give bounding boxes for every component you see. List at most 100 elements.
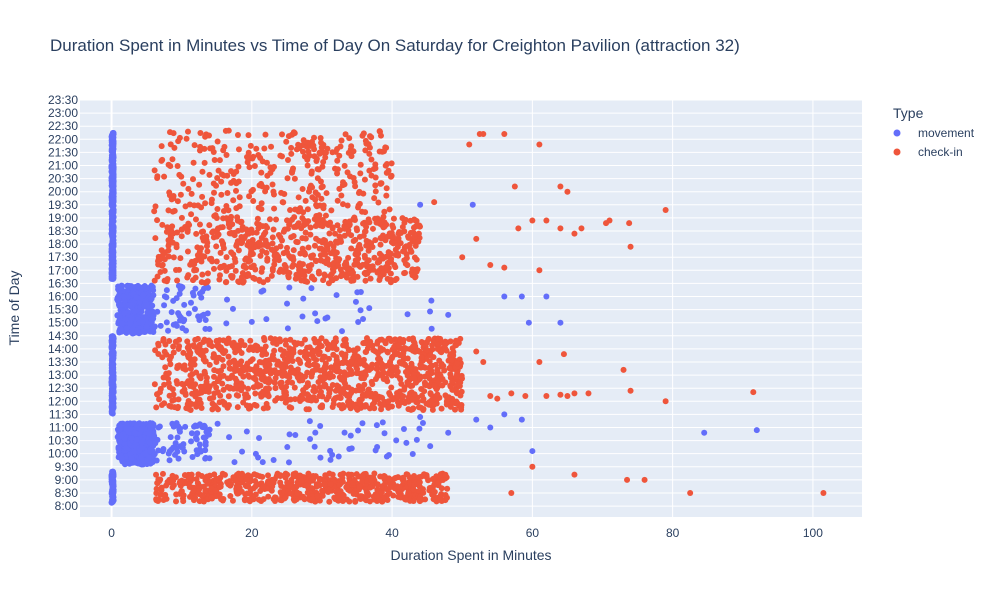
data-point-check-in[interactable]	[197, 373, 204, 380]
data-point-check-in[interactable]	[290, 256, 297, 263]
data-point-check-in[interactable]	[627, 387, 634, 394]
data-point-check-in[interactable]	[174, 277, 181, 284]
data-point-check-in[interactable]	[259, 265, 266, 272]
data-point-check-in[interactable]	[383, 192, 390, 199]
data-point-check-in[interactable]	[203, 374, 210, 381]
data-point-check-in[interactable]	[372, 188, 379, 195]
data-point-movement[interactable]	[374, 444, 381, 451]
data-point-check-in[interactable]	[266, 216, 273, 223]
data-point-check-in[interactable]	[191, 142, 198, 149]
data-point-check-in[interactable]	[304, 139, 311, 146]
data-point-check-in[interactable]	[270, 188, 277, 195]
data-point-check-in[interactable]	[361, 339, 368, 346]
data-point-movement[interactable]	[419, 419, 426, 426]
data-point-check-in[interactable]	[416, 483, 423, 490]
data-point-check-in[interactable]	[447, 338, 454, 345]
data-point-check-in[interactable]	[336, 227, 343, 234]
data-point-check-in[interactable]	[380, 401, 387, 408]
data-point-check-in[interactable]	[487, 262, 494, 269]
data-point-movement[interactable]	[205, 431, 212, 438]
data-point-movement[interactable]	[128, 316, 135, 323]
data-point-check-in[interactable]	[185, 185, 192, 192]
data-point-movement[interactable]	[156, 423, 163, 430]
data-point-check-in[interactable]	[225, 393, 232, 400]
data-point-check-in[interactable]	[439, 476, 446, 483]
data-point-check-in[interactable]	[296, 260, 303, 267]
data-point-movement[interactable]	[166, 457, 173, 464]
data-point-check-in[interactable]	[345, 346, 352, 353]
data-point-movement[interactable]	[115, 283, 122, 290]
data-point-check-in[interactable]	[352, 236, 359, 243]
data-point-check-in[interactable]	[344, 202, 351, 209]
data-point-check-in[interactable]	[227, 493, 234, 500]
data-point-check-in[interactable]	[281, 393, 288, 400]
data-point-check-in[interactable]	[307, 231, 314, 238]
data-point-check-in[interactable]	[220, 241, 227, 248]
data-point-check-in[interactable]	[281, 226, 288, 233]
data-point-check-in[interactable]	[403, 345, 410, 352]
data-point-check-in[interactable]	[448, 357, 455, 364]
data-point-check-in[interactable]	[436, 496, 443, 503]
data-point-check-in[interactable]	[188, 401, 195, 408]
data-point-check-in[interactable]	[223, 203, 230, 210]
data-point-movement[interactable]	[189, 454, 196, 461]
data-point-check-in[interactable]	[216, 272, 223, 279]
data-point-check-in[interactable]	[306, 362, 313, 369]
data-point-check-in[interactable]	[421, 373, 428, 380]
data-point-movement[interactable]	[258, 288, 265, 295]
data-point-check-in[interactable]	[251, 162, 258, 169]
data-point-check-in[interactable]	[312, 189, 319, 196]
data-point-movement[interactable]	[171, 451, 178, 458]
data-point-check-in[interactable]	[243, 402, 250, 409]
data-point-check-in[interactable]	[161, 173, 168, 180]
data-point-check-in[interactable]	[188, 360, 195, 367]
data-point-movement[interactable]	[143, 285, 150, 292]
data-point-check-in[interactable]	[316, 384, 323, 391]
data-point-check-in[interactable]	[346, 498, 353, 505]
data-point-check-in[interactable]	[411, 391, 418, 398]
data-point-check-in[interactable]	[274, 361, 281, 368]
data-point-check-in[interactable]	[194, 335, 201, 342]
data-point-movement[interactable]	[557, 319, 564, 326]
data-point-movement[interactable]	[308, 285, 315, 292]
data-point-check-in[interactable]	[337, 368, 344, 375]
data-point-check-in[interactable]	[330, 243, 337, 250]
data-point-check-in[interactable]	[254, 220, 261, 227]
data-point-check-in[interactable]	[388, 355, 395, 362]
data-point-check-in[interactable]	[529, 217, 536, 224]
data-point-check-in[interactable]	[515, 225, 522, 232]
data-point-movement[interactable]	[140, 328, 147, 335]
data-point-check-in[interactable]	[201, 159, 208, 166]
data-point-check-in[interactable]	[241, 342, 248, 349]
data-point-check-in[interactable]	[449, 378, 456, 385]
data-point-movement[interactable]	[109, 476, 116, 483]
data-point-check-in[interactable]	[343, 274, 350, 281]
data-point-check-in[interactable]	[405, 381, 412, 388]
data-point-check-in[interactable]	[389, 222, 396, 229]
data-point-check-in[interactable]	[215, 376, 222, 383]
data-point-check-in[interactable]	[174, 198, 181, 205]
data-point-movement[interactable]	[161, 302, 168, 309]
data-point-check-in[interactable]	[186, 201, 193, 208]
data-point-check-in[interactable]	[320, 158, 327, 165]
data-point-movement[interactable]	[202, 439, 209, 446]
data-point-check-in[interactable]	[473, 235, 480, 242]
data-point-check-in[interactable]	[390, 240, 397, 247]
data-point-check-in[interactable]	[272, 384, 279, 391]
data-point-check-in[interactable]	[603, 220, 610, 227]
data-point-check-in[interactable]	[273, 370, 280, 377]
data-point-check-in[interactable]	[424, 382, 431, 389]
data-point-check-in[interactable]	[571, 390, 578, 397]
data-point-check-in[interactable]	[195, 488, 202, 495]
data-point-check-in[interactable]	[270, 477, 277, 484]
data-point-check-in[interactable]	[166, 392, 173, 399]
data-point-movement[interactable]	[117, 432, 124, 439]
data-point-check-in[interactable]	[401, 219, 408, 226]
data-point-check-in[interactable]	[386, 335, 393, 342]
data-point-check-in[interactable]	[247, 142, 254, 149]
data-point-check-in[interactable]	[243, 226, 250, 233]
data-point-check-in[interactable]	[308, 485, 315, 492]
data-point-movement[interactable]	[200, 434, 207, 441]
data-point-check-in[interactable]	[365, 216, 372, 223]
data-point-check-in[interactable]	[355, 204, 362, 211]
